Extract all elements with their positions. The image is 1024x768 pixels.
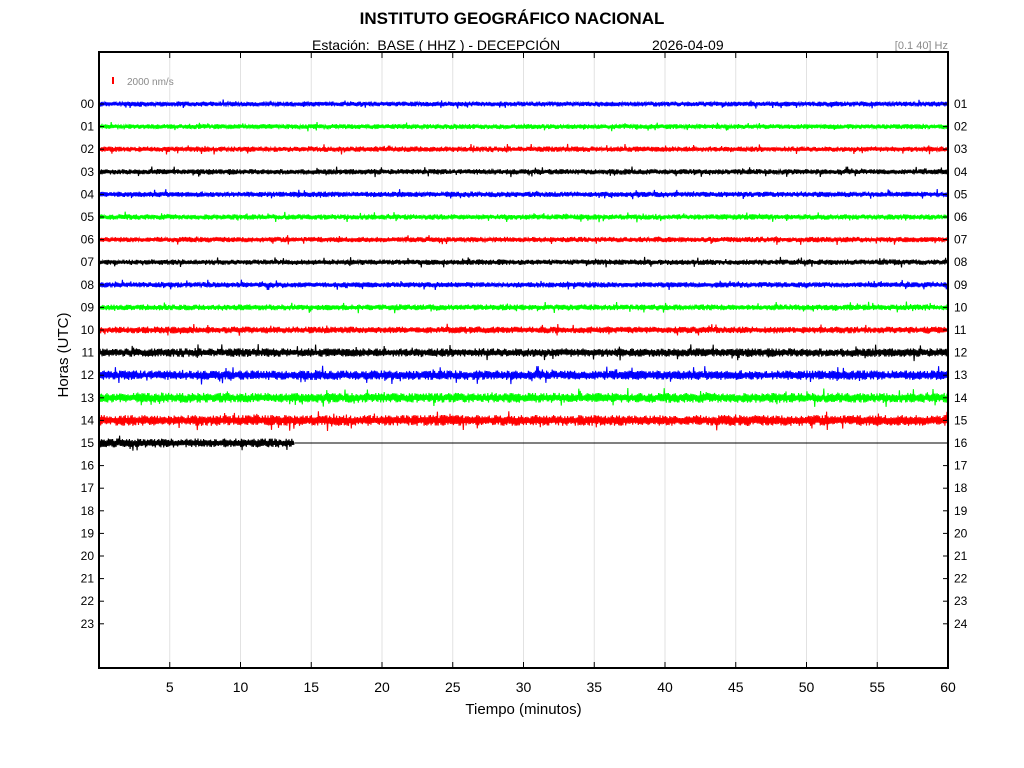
hour-label-right: 02 [954, 120, 968, 134]
trace-hour-07 [99, 256, 949, 268]
trace-hour-13 [99, 387, 949, 407]
hour-label-left: 11 [82, 346, 95, 360]
hour-label-left: 08 [81, 278, 95, 292]
hour-label-left: 18 [81, 504, 95, 518]
x-axis-label: Tiempo (minutos) [465, 701, 581, 718]
x-tick-label: 35 [586, 679, 602, 695]
hour-label-left: 17 [81, 481, 95, 495]
trace-hour-01 [99, 122, 949, 132]
trace-hour-04 [99, 188, 949, 200]
x-tick-label: 5 [166, 679, 174, 695]
hour-label-right: 01 [954, 97, 968, 111]
hour-label-right: 06 [954, 210, 968, 224]
trace-hour-00 [99, 99, 949, 109]
hour-label-left: 20 [81, 549, 95, 563]
hour-label-right: 20 [954, 526, 968, 540]
hour-label-left: 13 [81, 391, 95, 405]
hour-label-left: 14 [81, 413, 95, 427]
hour-label-right: 17 [954, 459, 968, 473]
trace-hour-03 [99, 166, 949, 178]
traces-group [99, 99, 949, 451]
trace-hour-12 [99, 365, 949, 385]
x-tick-label: 55 [869, 679, 885, 695]
trace-hour-14 [99, 411, 949, 432]
hour-label-right: 22 [954, 572, 968, 586]
hour-label-left: 15 [81, 436, 95, 450]
hour-label-right: 04 [954, 165, 968, 179]
hour-label-right: 15 [954, 413, 968, 427]
hour-label-right: 19 [954, 504, 968, 518]
y-axis-label: Horas (UTC) [55, 312, 72, 397]
hour-label-right: 11 [954, 323, 967, 337]
hour-label-right: 12 [954, 346, 968, 360]
hour-label-right: 03 [954, 142, 968, 156]
hour-label-right: 21 [954, 549, 968, 563]
station-label: Estación: BASE ( HHZ ) - DECEPCIÓN [312, 37, 561, 53]
hour-label-right: 18 [954, 481, 968, 495]
trace-hour-08 [99, 279, 949, 291]
hour-label-left: 07 [81, 255, 95, 269]
trace-hour-11 [99, 344, 949, 362]
hour-label-left: 19 [81, 526, 95, 540]
hour-label-left: 03 [81, 165, 95, 179]
hour-label-right: 07 [954, 233, 968, 247]
hour-label-right: 13 [954, 368, 968, 382]
hour-label-right: 05 [954, 187, 968, 201]
hour-label-left: 00 [81, 97, 95, 111]
x-tick-label: 30 [516, 679, 532, 695]
x-tick-label: 10 [233, 679, 249, 695]
hour-label-left: 23 [81, 617, 95, 631]
x-tick-label: 50 [799, 679, 815, 695]
hour-label-left: 12 [81, 368, 95, 382]
date-label: 2026-04-09 [652, 37, 724, 53]
filter-band-label: [0.1 40] Hz [894, 40, 948, 52]
hour-label-left: 21 [81, 572, 95, 586]
hour-label-right: 14 [954, 391, 968, 405]
hour-label-left: 10 [81, 323, 95, 337]
x-tick-label: 15 [303, 679, 319, 695]
x-tick-label: 60 [940, 679, 956, 695]
x-tick-label: 45 [728, 679, 744, 695]
hour-label-left: 16 [81, 459, 95, 473]
hour-label-left: 05 [81, 210, 95, 224]
hour-label-right: 16 [954, 436, 968, 450]
hour-label-right: 10 [954, 300, 968, 314]
chart-title: INSTITUTO GEOGRÁFICO NACIONAL [359, 9, 665, 28]
x-tick-label: 40 [657, 679, 673, 695]
hour-label-right: 23 [954, 594, 968, 608]
trace-hour-15 [99, 435, 295, 451]
hour-label-right: 08 [954, 255, 968, 269]
x-tick-label: 20 [374, 679, 390, 695]
trace-hour-05 [99, 211, 949, 223]
scale-bar [112, 77, 114, 84]
hour-label-right: 24 [954, 617, 968, 631]
hour-label-left: 04 [81, 187, 95, 201]
trace-hour-10 [99, 323, 949, 336]
hour-label-right: 09 [954, 278, 968, 292]
x-tick-label: 25 [445, 679, 461, 695]
hour-label-left: 09 [81, 300, 95, 314]
grid-lines [169, 52, 949, 668]
trace-hour-06 [99, 235, 949, 245]
hour-label-left: 06 [81, 233, 95, 247]
trace-hour-02 [99, 143, 949, 155]
hour-label-left: 02 [81, 142, 95, 156]
axes-group: 5 10 15 20 25 30 35 40 45 50 55 60 00 01 02 03 04 05 06 07 0… [55, 52, 968, 718]
hour-label-left: 22 [81, 594, 95, 608]
hour-label-left: 01 [81, 120, 95, 134]
scale-bar-label: 2000 nm/s [127, 77, 174, 88]
trace-hour-09 [99, 301, 949, 314]
